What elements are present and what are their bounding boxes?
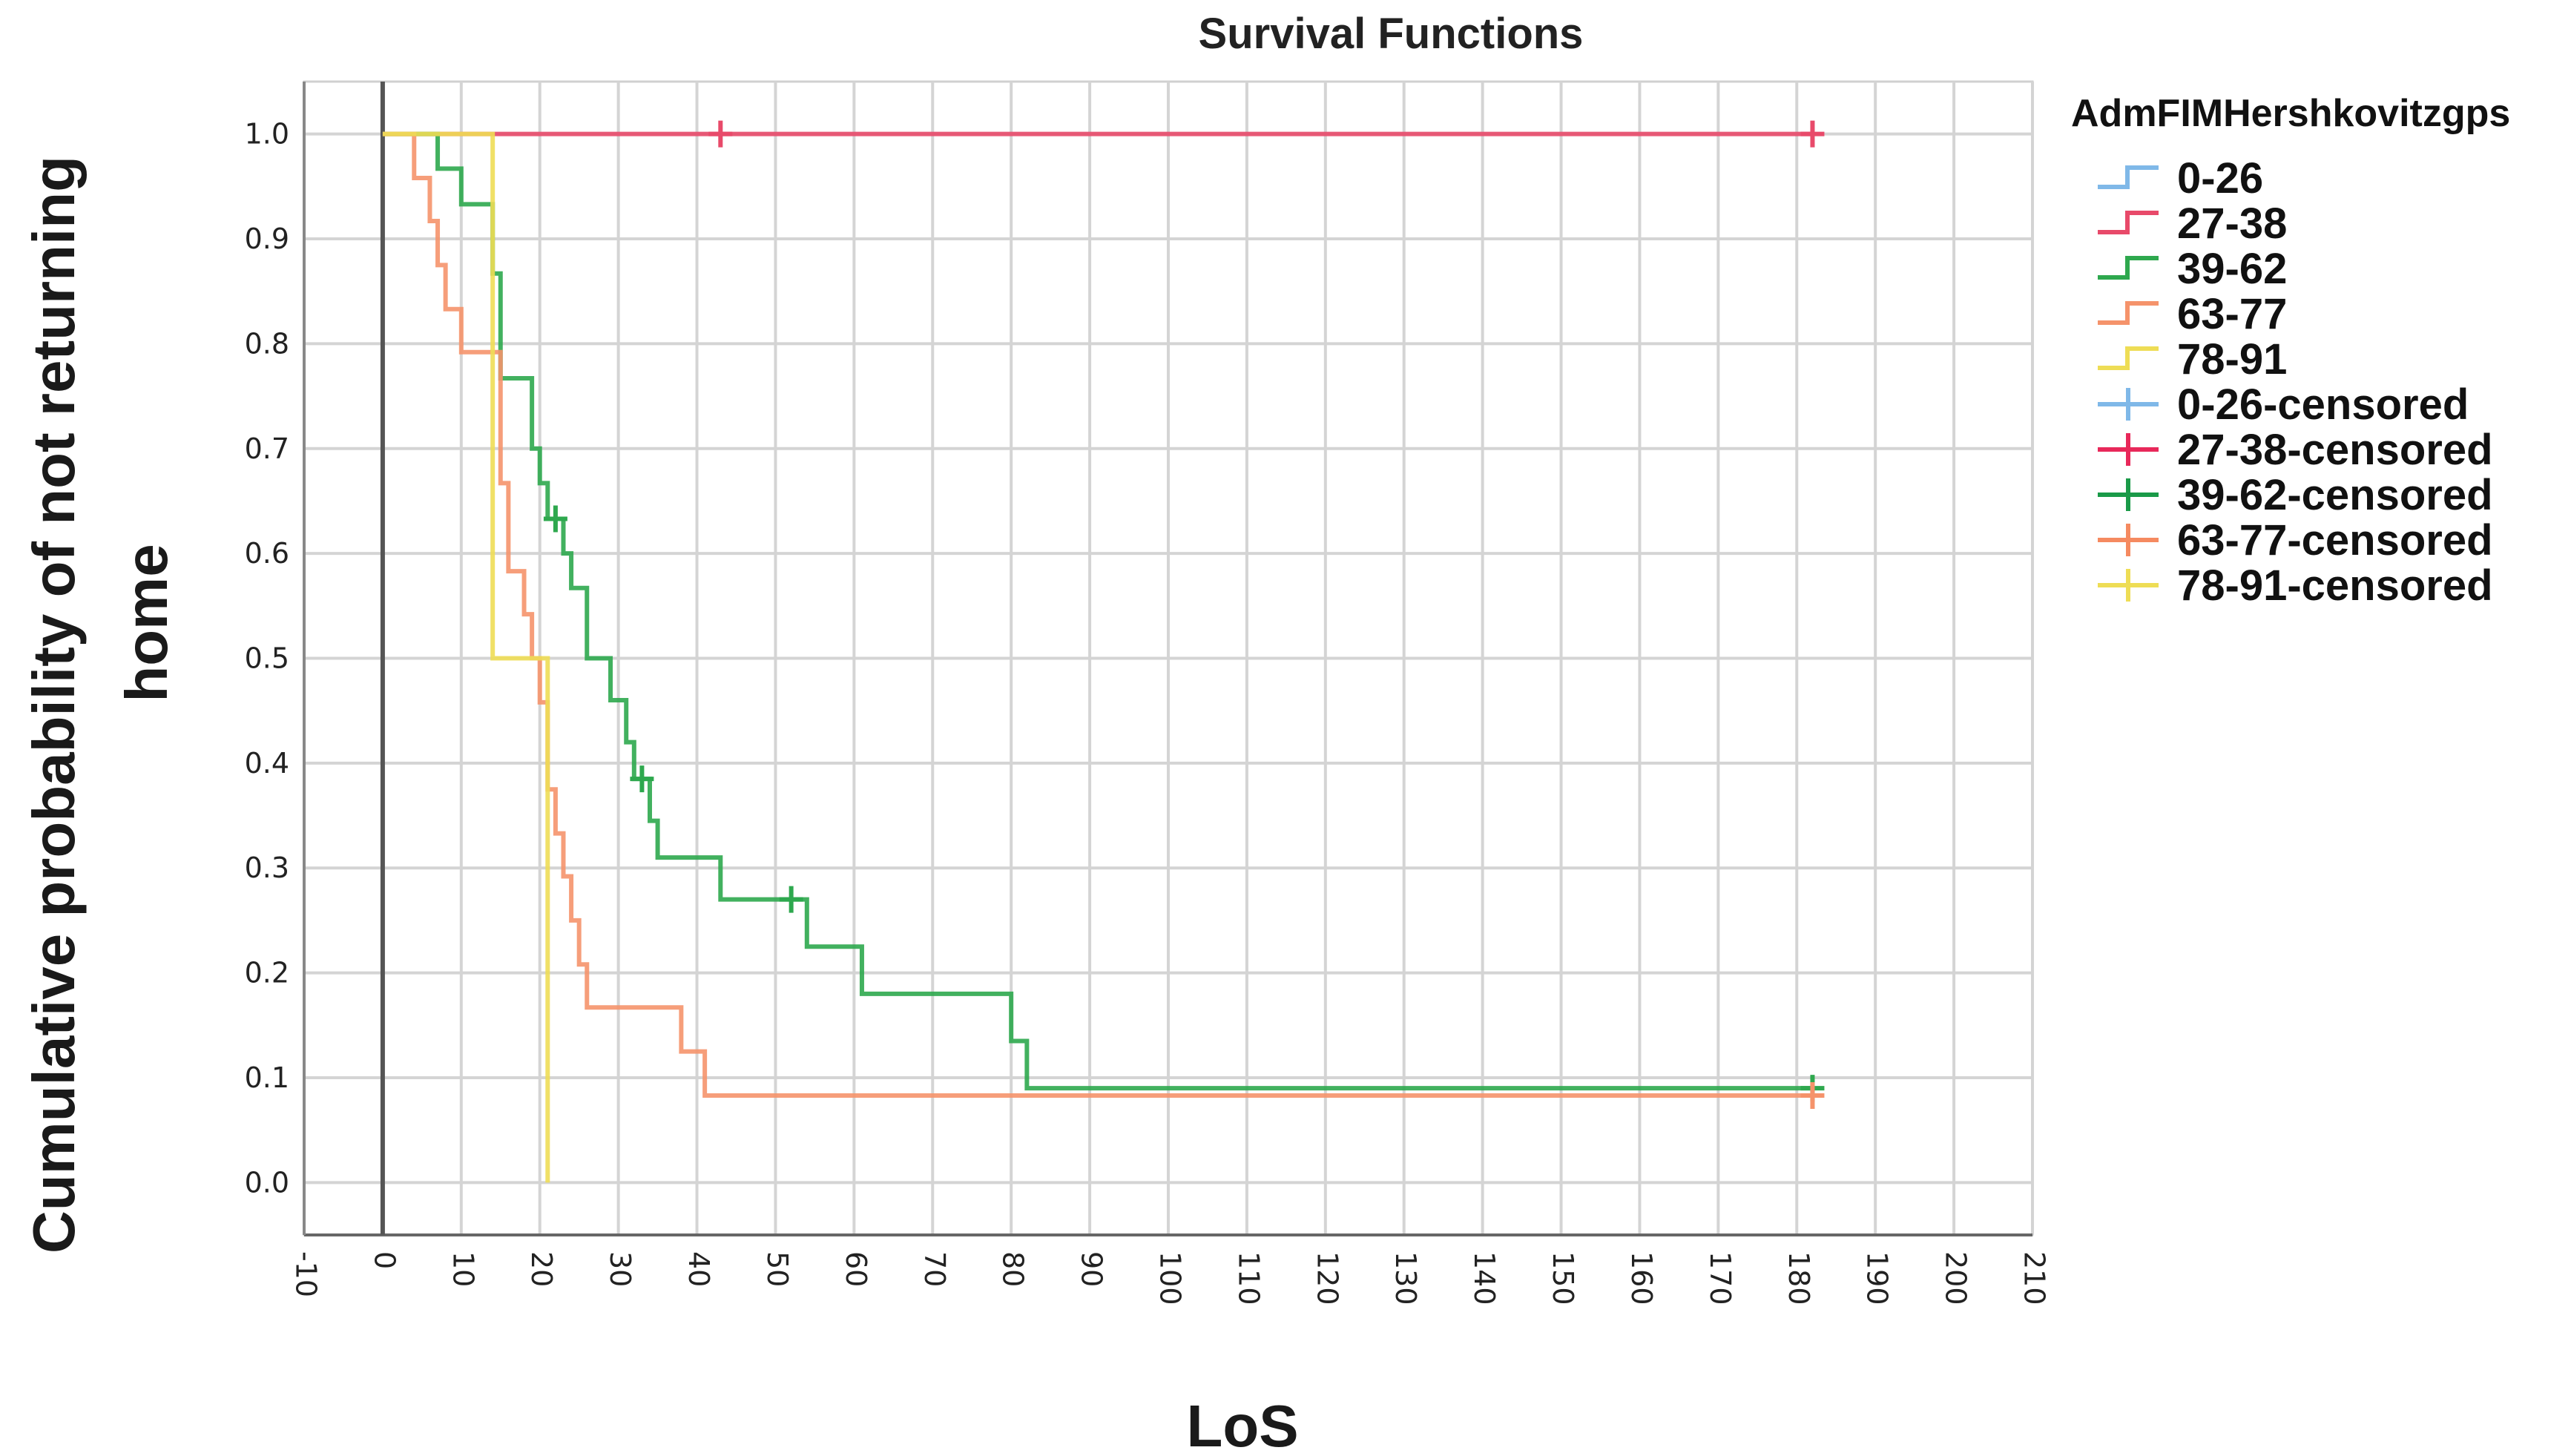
x-tick-label: 20 <box>525 1251 558 1287</box>
y-tick-label: 0.1 <box>245 1061 289 1094</box>
x-tick-label: 160 <box>1625 1251 1658 1305</box>
legend-label: 78-91-censored <box>2177 561 2493 610</box>
legend-step-icon <box>2098 256 2159 280</box>
legend-step-icon <box>2098 346 2159 370</box>
legend-censor-icon <box>2098 569 2159 602</box>
series-line-78-91 <box>382 131 550 1183</box>
legend-label: 0-26 <box>2177 154 2263 202</box>
y-tick-label: 0.5 <box>245 642 289 675</box>
censor-mark-39-62 <box>543 505 567 533</box>
legend-censor-icon <box>2098 524 2159 556</box>
legend-label: 27-38-censored <box>2177 426 2493 474</box>
y-tick-label: 0.7 <box>245 432 289 465</box>
x-tick-label: 10 <box>447 1251 479 1287</box>
legend-label: 39-62-censored <box>2177 471 2493 519</box>
x-tick-label: 0 <box>368 1251 401 1269</box>
y-tick-label: 0.8 <box>245 327 289 360</box>
x-tick-label: 150 <box>1547 1251 1579 1305</box>
legend-title: AdmFIMHershkovitzgps <box>2071 92 2510 135</box>
x-tick-label: 40 <box>682 1251 715 1287</box>
y-tick-label: 0.9 <box>245 223 289 255</box>
x-tick-label: 30 <box>604 1251 636 1287</box>
tick-labels: -10 0 10 20 30 40 50 60 70 80 90 100 110 120 130 140 150… <box>245 118 2051 1305</box>
censor-mark-63-77 <box>1800 1081 1825 1109</box>
legend-label: 78-91 <box>2177 335 2287 383</box>
x-tick-label: 70 <box>918 1251 951 1287</box>
y-tick-label: 0.0 <box>245 1166 289 1199</box>
x-tick-label: 140 <box>1468 1251 1501 1305</box>
y-axis-label-line1: Cumulative probability of not returning <box>21 156 87 1254</box>
series-line-39-62 <box>382 131 1813 1091</box>
y-tick-label: 1.0 <box>245 118 289 151</box>
legend-label: 63-77-censored <box>2177 516 2493 564</box>
y-tick-label: 0.3 <box>245 851 289 884</box>
x-tick-label: 210 <box>2018 1251 2051 1305</box>
y-tick-label: 0.2 <box>245 957 289 989</box>
legend-label: 63-77 <box>2177 290 2287 338</box>
y-tick-label: 0.4 <box>245 747 289 780</box>
x-tick-label: 60 <box>840 1251 872 1287</box>
legend-label: 0-26-censored <box>2177 381 2469 429</box>
y-axis-label: Cumulative probability of not returning … <box>21 156 180 1254</box>
censor-mark-39-62 <box>779 886 803 913</box>
axes <box>303 82 2032 1236</box>
censor-mark-27-38 <box>1800 120 1825 148</box>
legend-step-icon <box>2098 211 2159 234</box>
x-tick-label: 90 <box>1076 1251 1108 1287</box>
x-tick-label: 180 <box>1782 1251 1815 1305</box>
censor-mark-39-62 <box>630 765 654 793</box>
legend-censor-icon <box>2098 388 2159 421</box>
x-tick-label: 190 <box>1861 1251 1894 1305</box>
x-tick-label: -10 <box>290 1251 323 1297</box>
x-tick-label: 130 <box>1389 1251 1422 1305</box>
legend-label: 27-38 <box>2177 200 2287 248</box>
x-axis-label: LoS <box>1186 1393 1298 1456</box>
legend-censor-icon <box>2098 433 2159 466</box>
x-tick-label: 50 <box>761 1251 794 1287</box>
x-tick-label: 200 <box>1940 1251 1972 1305</box>
x-tick-label: 170 <box>1704 1251 1737 1305</box>
legend-censor-icon <box>2098 478 2159 511</box>
x-tick-label: 80 <box>997 1251 1030 1287</box>
series-lines <box>382 131 1813 1183</box>
y-axis-label-line2: home <box>113 544 180 702</box>
y-tick-label: 0.6 <box>245 537 289 570</box>
x-tick-label: 100 <box>1154 1251 1187 1305</box>
x-tick-label: 120 <box>1311 1251 1343 1305</box>
legend-step-icon <box>2098 165 2159 189</box>
legend-step-icon <box>2098 301 2159 325</box>
legend: AdmFIMHershkovitzgps 0-2627-3839-6263-77… <box>2071 92 2510 610</box>
censor-marks <box>543 120 1825 1109</box>
censor-mark-27-38 <box>708 120 733 148</box>
chart-title: Survival Functions <box>1199 10 1584 58</box>
legend-label: 39-62 <box>2177 245 2287 293</box>
x-tick-label: 110 <box>1232 1251 1265 1305</box>
